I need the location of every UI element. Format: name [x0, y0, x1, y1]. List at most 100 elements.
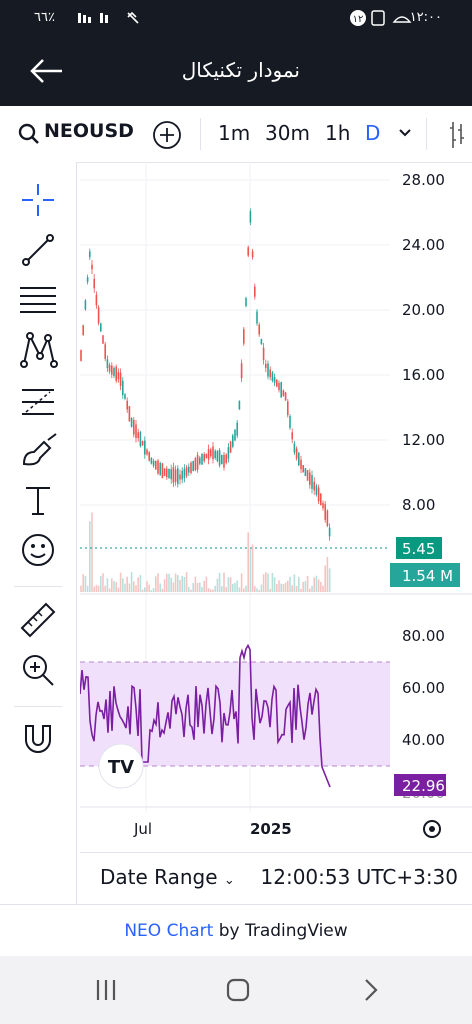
- volume-bar: [80, 585, 82, 592]
- text-icon[interactable]: [18, 480, 58, 520]
- volume-bar: [293, 574, 296, 592]
- trend-line-icon[interactable]: [18, 230, 58, 270]
- last-price-label: [396, 537, 442, 559]
- price-tick: 12.00: [402, 431, 445, 449]
- candle-body: [201, 453, 203, 465]
- volume-bar: [313, 577, 315, 592]
- candle-body: [95, 294, 98, 306]
- candle-body: [111, 365, 113, 375]
- candle-body: [256, 311, 258, 324]
- volume-bar: [128, 583, 131, 592]
- rsi-tick: 60.00: [402, 679, 445, 697]
- candle-body: [300, 459, 302, 470]
- volume-bar: [133, 581, 135, 592]
- volume-bar: [137, 577, 139, 592]
- volume-bar: [183, 577, 186, 592]
- price-tick: 8.00: [402, 496, 435, 514]
- volume-bar: [124, 583, 126, 592]
- volume-bar: [214, 585, 216, 592]
- volume-series: [80, 512, 331, 592]
- volume-bar: [273, 577, 276, 592]
- candle-body: [249, 211, 252, 223]
- candle-body: [100, 323, 102, 332]
- volume-bar: [117, 587, 120, 592]
- candle-body: [102, 335, 104, 344]
- interval-1h[interactable]: 1h: [325, 121, 351, 145]
- candle-body: [188, 466, 190, 473]
- zoom-in-icon[interactable]: [18, 650, 58, 690]
- crosshair-icon[interactable]: [18, 180, 58, 220]
- candle-body: [269, 369, 271, 378]
- symbol-search[interactable]: NEOUSD: [44, 120, 134, 142]
- tradingview-logo-icon[interactable]: [98, 743, 144, 789]
- candle-body: [309, 472, 311, 485]
- interval-d[interactable]: D: [365, 121, 381, 145]
- candle-body: [148, 452, 150, 461]
- volume-bar: [326, 556, 329, 592]
- candle-body: [326, 510, 329, 526]
- volume-label: [390, 563, 460, 587]
- volume-bar: [322, 585, 324, 592]
- drawing-toolbar: [0, 162, 77, 904]
- candle-body: [194, 458, 197, 471]
- candle-body: [190, 462, 192, 473]
- candle-body: [271, 372, 274, 381]
- fib-retracement-icon[interactable]: [18, 280, 58, 320]
- chart-type-icon[interactable]: [448, 122, 468, 148]
- home-icon[interactable]: [218, 974, 258, 1006]
- pattern-icon[interactable]: [18, 330, 58, 370]
- rsi-tick: 40.00: [402, 731, 445, 749]
- back-nav-icon[interactable]: [352, 974, 392, 1006]
- volume-bar: [108, 588, 111, 592]
- compare-add-icon[interactable]: [152, 120, 182, 150]
- volume-bar: [280, 583, 282, 592]
- volume-bar: [254, 586, 256, 592]
- magnet-icon[interactable]: [18, 718, 58, 758]
- system-navbar: [0, 956, 472, 1024]
- brush-icon[interactable]: [18, 430, 58, 470]
- prediction-icon[interactable]: [18, 380, 58, 420]
- volume-bar: [218, 572, 221, 592]
- volume-bar: [295, 585, 298, 592]
- candle-body: [313, 481, 315, 491]
- emoji-icon[interactable]: [18, 530, 58, 570]
- volume-bar: [168, 573, 170, 592]
- rsi-line: [80, 643, 331, 788]
- volume-bar: [201, 587, 203, 592]
- candle-body: [320, 493, 322, 506]
- candle-body: [199, 457, 201, 464]
- neo-chart-link[interactable]: NEO Chart: [124, 921, 214, 941]
- volume-bar: [265, 572, 267, 592]
- volume-bar: [317, 579, 320, 592]
- volume-bar: [100, 576, 102, 592]
- volume-bar: [302, 581, 304, 592]
- candle-body: [287, 401, 289, 416]
- recent-apps-icon[interactable]: [86, 974, 126, 1006]
- price-chart[interactable]: 28.00 24.00 20.00 16.00 12.00 8.00 5.45 …: [80, 162, 472, 852]
- volume-bar: [289, 576, 291, 592]
- interval-1m[interactable]: 1m: [218, 121, 251, 145]
- candle-body: [93, 278, 95, 289]
- back-arrow-icon[interactable]: [28, 56, 64, 86]
- candle-body: [133, 420, 135, 435]
- volume-bar: [177, 575, 179, 592]
- volume-bar: [84, 575, 87, 592]
- candle-body: [122, 380, 124, 396]
- chevron-down-icon[interactable]: [398, 128, 412, 138]
- candle-body: [238, 400, 241, 410]
- candle-body: [119, 372, 122, 386]
- candle-body: [89, 251, 91, 258]
- candle-body: [159, 462, 161, 475]
- settings-gear-icon[interactable]: [423, 820, 441, 838]
- candle-body: [251, 251, 254, 258]
- volume-bar: [102, 573, 104, 592]
- date-range-button[interactable]: Date Range ⌄: [100, 865, 235, 889]
- ruler-icon[interactable]: [18, 600, 58, 640]
- volume-bar: [291, 585, 293, 592]
- volume-bar: [260, 584, 263, 592]
- search-icon[interactable]: [18, 123, 40, 145]
- candle-body: [146, 449, 148, 455]
- candle-body: [203, 454, 205, 462]
- time-tick-jul: Jul: [133, 820, 152, 838]
- interval-30m[interactable]: 30m: [265, 121, 310, 145]
